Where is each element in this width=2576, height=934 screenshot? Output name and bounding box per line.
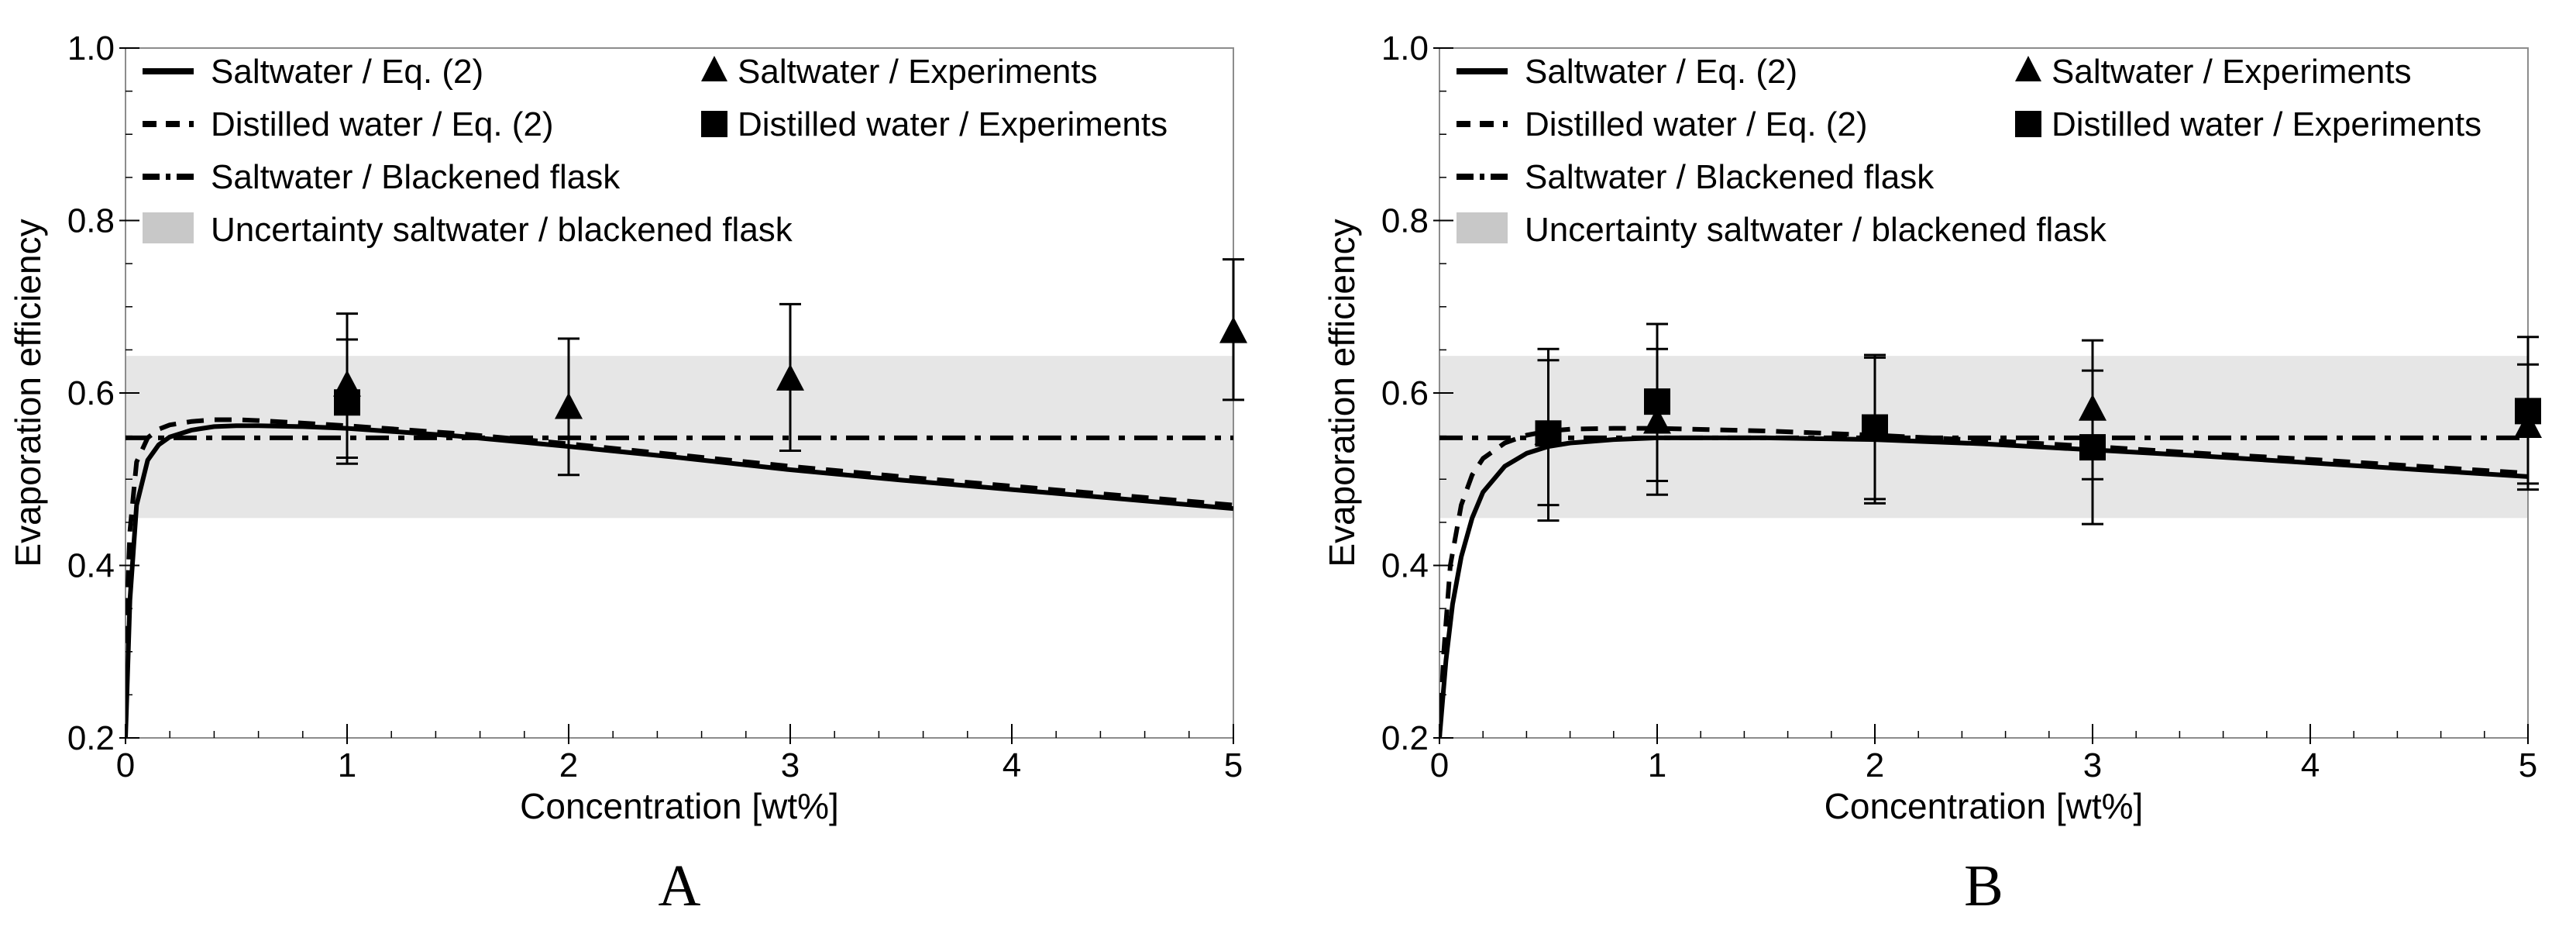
axis-ticks: 0 1 2 3 4 5 0.2 0.4 0.6 0.8 1.0 bbox=[1381, 29, 2537, 784]
legend-label: Distilled water / Eq. (2) bbox=[211, 105, 554, 143]
saltwater-triangle-marker bbox=[1219, 316, 1247, 343]
legend-square-marker bbox=[2015, 111, 2041, 137]
saltwater-triangle-marker bbox=[776, 364, 804, 391]
legend-label: Saltwater / Blackened flask bbox=[211, 158, 621, 196]
distilled-square-marker bbox=[1535, 420, 1562, 447]
x-tick-label: 1 bbox=[338, 746, 356, 784]
distilled-square-marker bbox=[2515, 398, 2541, 425]
legend-band-swatch bbox=[143, 212, 194, 243]
panel-b: 0 1 2 3 4 5 0.2 0.4 0.6 0.8 1.0 Concentration [wt%]… bbox=[1322, 29, 2542, 918]
x-axis-label: Concentration [wt%] bbox=[1825, 786, 2144, 826]
x-tick-label: 0 bbox=[1430, 746, 1449, 784]
x-tick-label: 0 bbox=[116, 746, 135, 784]
axis-ticks: 0 1 2 3 4 5 0.2 0.4 0.6 0.8 1.0 bbox=[67, 29, 1243, 784]
saltwater-eq2-line bbox=[126, 423, 1233, 738]
legend-label: Distilled water / Eq. (2) bbox=[1525, 105, 1868, 143]
saltwater-eq2-line bbox=[1439, 435, 2528, 738]
distilled-water-eq2-line bbox=[1439, 426, 2528, 738]
distilled-square-marker bbox=[1862, 414, 1888, 441]
y-tick-label: 0.8 bbox=[67, 202, 115, 240]
distilled-square-marker bbox=[2079, 434, 2106, 461]
y-tick-label: 0.6 bbox=[67, 374, 115, 412]
legend-label: Saltwater / Eq. (2) bbox=[211, 53, 483, 91]
x-tick-label: 2 bbox=[559, 746, 578, 784]
legend-entry: Saltwater / Experiments bbox=[2015, 53, 2412, 91]
legend-entry: Distilled water / Eq. (2) bbox=[143, 105, 554, 143]
legend-band-swatch bbox=[1457, 212, 1508, 243]
legend-label: Distilled water / Experiments bbox=[2052, 105, 2481, 143]
y-tick-label: 0.4 bbox=[1381, 547, 1429, 585]
legend-label: Uncertainty saltwater / blackened flask bbox=[211, 211, 793, 249]
y-tick-label: 1.0 bbox=[67, 29, 115, 67]
legend-entry: Uncertainty saltwater / blackened flask bbox=[143, 211, 793, 249]
experiment-markers bbox=[1534, 322, 2542, 526]
legend-entry: Saltwater / Blackened flask bbox=[1457, 158, 1935, 196]
legend-entry: Saltwater / Eq. (2) bbox=[1457, 53, 1797, 91]
y-tick-label: 0.2 bbox=[1381, 719, 1429, 757]
y-tick-label: 0.8 bbox=[1381, 202, 1429, 240]
experiment-markers bbox=[333, 258, 1247, 477]
distilled-square-marker bbox=[334, 389, 360, 416]
panel-letter: A bbox=[659, 853, 701, 918]
y-tick-label: 0.6 bbox=[1381, 374, 1429, 412]
legend-entry: Saltwater / Blackened flask bbox=[143, 158, 621, 196]
x-axis-label: Concentration [wt%] bbox=[520, 786, 839, 826]
distilled-water-eq2-line bbox=[126, 417, 1233, 643]
x-tick-label: 2 bbox=[1866, 746, 1884, 784]
legend-entry: Uncertainty saltwater / blackened flask bbox=[1457, 211, 2107, 249]
saltwater-triangle-marker bbox=[555, 392, 583, 419]
legend-label: Saltwater / Eq. (2) bbox=[1525, 53, 1797, 91]
y-tick-label: 0.2 bbox=[67, 719, 115, 757]
legend-entry: Saltwater / Experiments bbox=[701, 53, 1098, 91]
x-tick-label: 5 bbox=[2519, 746, 2537, 784]
x-tick-label: 1 bbox=[1648, 746, 1666, 784]
legend-square-marker bbox=[701, 111, 727, 137]
y-tick-label: 1.0 bbox=[1381, 29, 1429, 67]
legend-label: Distilled water / Experiments bbox=[738, 105, 1168, 143]
x-tick-label: 3 bbox=[781, 746, 800, 784]
legend-label: Saltwater / Experiments bbox=[2052, 53, 2412, 91]
x-tick-label: 3 bbox=[2083, 746, 2102, 784]
x-tick-label: 4 bbox=[1003, 746, 1021, 784]
series-lines bbox=[1439, 426, 2528, 738]
panel-a: 0 1 2 3 4 5 0.2 0.4 0.6 0.8 1.0 Concentration [wt%]… bbox=[8, 29, 1247, 918]
distilled-square-marker bbox=[1644, 388, 1670, 415]
legend-label: Saltwater / Experiments bbox=[738, 53, 1098, 91]
legend-entry: Distilled water / Eq. (2) bbox=[1457, 105, 1868, 143]
legend: Saltwater / Eq. (2) Distilled water / Eq.… bbox=[1457, 53, 2481, 249]
legend-triangle-marker bbox=[701, 56, 727, 81]
panel-letter: B bbox=[1964, 853, 2003, 918]
legend: Saltwater / Eq. (2) Distilled water / Eq.… bbox=[143, 53, 1168, 249]
legend-triangle-marker bbox=[2015, 56, 2041, 81]
y-axis-label: Evaporation efficiency bbox=[1322, 219, 1362, 567]
x-tick-label: 4 bbox=[2301, 746, 2320, 784]
y-axis-label: Evaporation efficiency bbox=[8, 219, 48, 567]
y-tick-label: 0.4 bbox=[67, 547, 115, 585]
legend-label: Uncertainty saltwater / blackened flask bbox=[1525, 211, 2107, 249]
series-lines bbox=[126, 417, 1233, 738]
legend-entry: Distilled water / Experiments bbox=[2015, 105, 2481, 143]
legend-entry: Distilled water / Experiments bbox=[701, 105, 1168, 143]
x-tick-label: 5 bbox=[1224, 746, 1243, 784]
legend-label: Saltwater / Blackened flask bbox=[1525, 158, 1935, 196]
legend-entry: Saltwater / Eq. (2) bbox=[143, 53, 483, 91]
